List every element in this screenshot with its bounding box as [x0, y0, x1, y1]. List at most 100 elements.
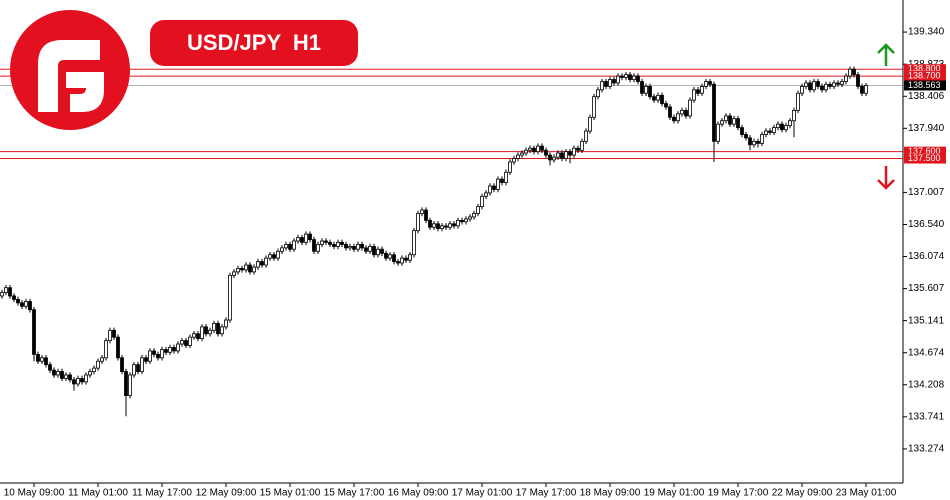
candle-body [540, 145, 544, 151]
y-tick-label: 133.741 [908, 411, 945, 422]
level-label-bg [904, 153, 946, 164]
candle-body [72, 379, 76, 385]
candle-body [792, 110, 796, 122]
y-tick-label: 136.074 [908, 251, 945, 262]
candle-body [44, 357, 48, 366]
candle-body [780, 123, 784, 131]
candle-body [696, 89, 700, 94]
candle-body [348, 246, 352, 249]
candle-body [604, 81, 608, 87]
candle-body [96, 360, 100, 369]
candle-body [616, 75, 620, 84]
candle-body [196, 333, 200, 339]
candle-body [80, 378, 84, 383]
candle-body [744, 134, 748, 139]
logo-mark [66, 72, 104, 112]
candle-body [124, 371, 128, 396]
candle-body [736, 118, 740, 129]
y-tick-label: 139.340 [908, 27, 945, 38]
y-tick-label: 135.607 [908, 283, 945, 294]
candle-body [132, 364, 136, 376]
candle-body [752, 140, 756, 146]
candle-body [724, 115, 728, 122]
candle-body [116, 336, 120, 359]
candle-body [276, 250, 280, 259]
candle-body [576, 147, 580, 151]
candle-body [864, 85, 868, 94]
candle-body [688, 99, 692, 117]
candle-body [824, 83, 828, 91]
candle-body [340, 241, 344, 245]
candle-body [104, 340, 108, 359]
candle-body [784, 125, 788, 131]
candle-body [312, 239, 316, 252]
current-price-label-bg [904, 80, 946, 91]
candle-body [308, 233, 312, 241]
candle-body [356, 244, 360, 250]
candle-body [768, 130, 772, 133]
x-tick-label: 12 May 09:00 [196, 488, 257, 499]
candle-body [408, 254, 412, 261]
candle-body [4, 287, 8, 293]
candle-body [168, 347, 172, 353]
x-tick-label: 15 May 01:00 [260, 488, 321, 499]
candle-body [628, 74, 632, 80]
candle-body [84, 374, 88, 383]
candle-body [516, 154, 520, 159]
candle-body [28, 301, 32, 311]
x-tick-label: 10 May 09:00 [4, 488, 65, 499]
candle-body [392, 254, 396, 262]
candle-body [204, 326, 208, 335]
y-tick-label: 137.007 [908, 187, 945, 198]
x-tick-label: 23 May 01:00 [836, 488, 897, 499]
candle-body [520, 152, 524, 156]
candle-body [584, 130, 588, 142]
candle-body [832, 82, 836, 87]
candle-body [412, 230, 416, 256]
candle-body [52, 369, 56, 376]
x-tick-label: 15 May 17:00 [324, 488, 385, 499]
candle-body [300, 237, 304, 243]
candle-body [772, 127, 776, 133]
candle-body [92, 367, 96, 372]
x-tick-label: 19 May 17:00 [708, 488, 769, 499]
candle-body [836, 82, 840, 85]
candle-body [476, 206, 480, 214]
candle-body [796, 92, 800, 111]
candle-body [612, 79, 616, 84]
candle-body [304, 233, 308, 243]
candle-body [264, 257, 268, 266]
candle-body [12, 295, 16, 300]
candle-body [756, 140, 760, 144]
candle-body [200, 326, 204, 339]
candle-body [704, 81, 708, 87]
candle-body [180, 340, 184, 345]
chart-title: USD/JPY H1 [187, 30, 321, 55]
candle-body [284, 244, 288, 249]
level-label: 138.700 [908, 70, 941, 80]
candle-body [292, 240, 296, 250]
x-tick-label: 11 May 01:00 [68, 488, 128, 499]
candle-body [76, 378, 80, 385]
candle-body [432, 223, 436, 228]
candle-body [36, 353, 40, 362]
candle-body [860, 85, 864, 94]
candle-body [448, 223, 452, 228]
logo [10, 10, 130, 130]
current-price-label: 138.563 [908, 80, 941, 90]
candle-body [680, 110, 684, 115]
candle-body [440, 225, 444, 230]
candle-body [700, 85, 704, 94]
candle-body [620, 75, 624, 78]
candle-body [812, 81, 816, 91]
candle-body [552, 156, 556, 161]
candle-body [216, 323, 220, 335]
candle-body [336, 241, 340, 247]
x-tick-label: 19 May 01:00 [644, 488, 705, 499]
candle-body [820, 85, 824, 91]
candle-body [456, 219, 460, 227]
candle-body [660, 94, 664, 104]
candle-body [648, 85, 652, 98]
candle-body [684, 110, 688, 117]
